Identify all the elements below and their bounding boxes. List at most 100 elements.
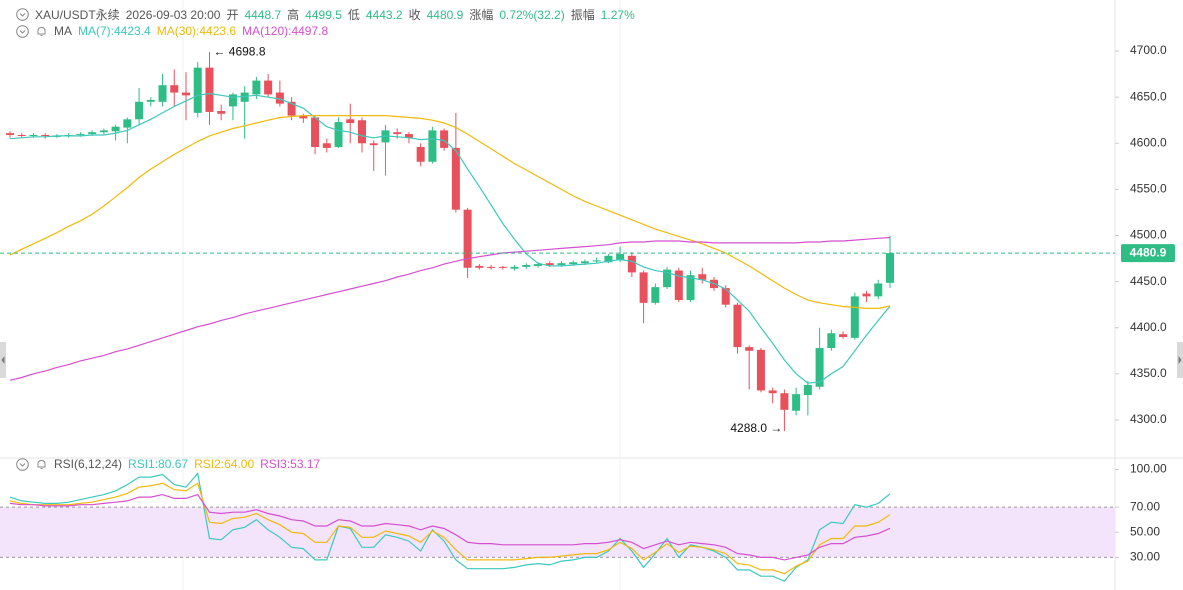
- candle-body: [886, 253, 894, 283]
- y-tick-label: 100.00: [1130, 462, 1167, 476]
- candle-body: [41, 134, 50, 136]
- candle-body: [487, 266, 496, 268]
- candle-body: [721, 288, 730, 305]
- candle-body: [839, 334, 848, 337]
- last-price-label: 4480.9: [1130, 245, 1167, 259]
- candle-body: [463, 209, 472, 268]
- y-tick-label: 4450.0: [1130, 274, 1167, 288]
- indicator-line: [9, 482, 891, 575]
- candle-body: [416, 146, 425, 162]
- field-value: 4448.7: [244, 7, 282, 22]
- field-label: 收: [408, 8, 421, 22]
- candle-body: [205, 67, 214, 112]
- alert-icon[interactable]: [35, 25, 48, 38]
- extreme-label: ← 4698.8: [213, 44, 265, 58]
- candle-body: [29, 134, 38, 136]
- legend-entry: RSI3:53.17: [260, 457, 321, 471]
- candle-body: [639, 272, 648, 303]
- extreme-label: 4288.0 →: [730, 421, 782, 435]
- candle-body: [170, 85, 179, 93]
- candle-body: [522, 265, 531, 267]
- time: 2026-09-03 20:00: [125, 7, 221, 22]
- y-tick-label: 4300.0: [1130, 412, 1167, 426]
- candle-body: [792, 394, 801, 411]
- indicator-line: [9, 493, 891, 561]
- candle-body: [123, 119, 132, 128]
- candle-body: [358, 120, 366, 144]
- candle-body: [768, 390, 777, 394]
- rsi-legend: RSI(6,12,24) RSI1:80.67 RSI2:64.00 RSI3:53…: [16, 457, 320, 471]
- candle-body: [627, 255, 636, 273]
- candle-body: [592, 260, 601, 262]
- y-tick-label: 4500.0: [1130, 228, 1167, 242]
- candle-body: [6, 133, 14, 135]
- candle-body: [275, 92, 284, 104]
- candle-body: [557, 263, 566, 266]
- scroll-right-arrow: [1178, 356, 1182, 364]
- candle-body: [346, 119, 355, 123]
- candle-body: [663, 269, 672, 288]
- indicator-label: MA: [54, 24, 72, 38]
- collapse-icon[interactable]: [16, 457, 29, 471]
- indicator-label: RSI(6,12,24): [54, 457, 123, 471]
- ma-legend: MA MA(7):4423.4 MA(30):4423.6 MA(120):4497…: [16, 24, 328, 38]
- candle-body: [135, 101, 144, 120]
- y-tick-label: 4700.0: [1130, 43, 1167, 57]
- alert-icon[interactable]: [35, 458, 48, 471]
- candle-body: [569, 262, 578, 265]
- candle-body: [545, 263, 554, 266]
- indicator-line: [9, 92, 891, 384]
- y-tick-label: 4350.0: [1130, 366, 1167, 380]
- field-value: 4480.9: [426, 7, 464, 22]
- candle-body: [88, 132, 97, 135]
- candle-body: [756, 349, 765, 391]
- candle-body: [745, 347, 754, 351]
- candle-body: [76, 134, 85, 136]
- candle-body: [193, 67, 202, 113]
- field-label: 振幅: [570, 8, 595, 22]
- legend-entry: MA(7):4423.4: [78, 24, 151, 38]
- candle-body: [311, 117, 320, 147]
- candle-body: [604, 255, 613, 263]
- candle-body: [334, 122, 343, 147]
- candle-body: [17, 134, 26, 136]
- candle-body: [674, 270, 683, 301]
- candle-body: [287, 101, 296, 116]
- candle-body: [580, 261, 589, 264]
- candle-body: [827, 333, 836, 349]
- candle-body: [451, 147, 460, 210]
- field-label: 涨幅: [469, 8, 494, 22]
- y-tick-label: 70.00: [1130, 499, 1160, 513]
- candle-body: [428, 130, 437, 162]
- candle-body: [534, 264, 542, 266]
- collapse-icon[interactable]: [16, 24, 29, 38]
- y-tick-label: 4650.0: [1130, 89, 1167, 103]
- y-tick-label: 50.00: [1130, 524, 1160, 538]
- rsi-band: [0, 507, 1115, 558]
- candle-body: [99, 130, 108, 133]
- collapse-icon[interactable]: [16, 8, 29, 21]
- candle-body: [252, 80, 261, 95]
- candle-body: [264, 80, 273, 95]
- field-value: 4443.2: [365, 7, 403, 22]
- header: XAU/USDT永续 2026-09-03 20:00 开 4448.7 高 4499…: [16, 6, 635, 23]
- candle-body: [651, 287, 660, 303]
- legend-entry: MA(120):4497.8: [242, 24, 329, 38]
- candle-body: [862, 293, 871, 297]
- candle-body: [299, 115, 308, 119]
- field-label: 开: [226, 8, 239, 22]
- candle-body: [733, 304, 742, 348]
- candle-body: [158, 85, 167, 102]
- indicator-line: [9, 236, 891, 381]
- y-tick-label: 4400.0: [1130, 320, 1167, 334]
- candle-body: [780, 393, 789, 410]
- field-value: 1.27%: [600, 7, 635, 22]
- legend-entry: RSI1:80.67: [128, 457, 189, 471]
- field-value: 0.72%(32.2): [499, 7, 565, 22]
- candle-body: [698, 274, 707, 280]
- y-tick-label: 30.00: [1130, 550, 1160, 564]
- candle-body: [616, 253, 625, 261]
- candle-body: [815, 348, 824, 387]
